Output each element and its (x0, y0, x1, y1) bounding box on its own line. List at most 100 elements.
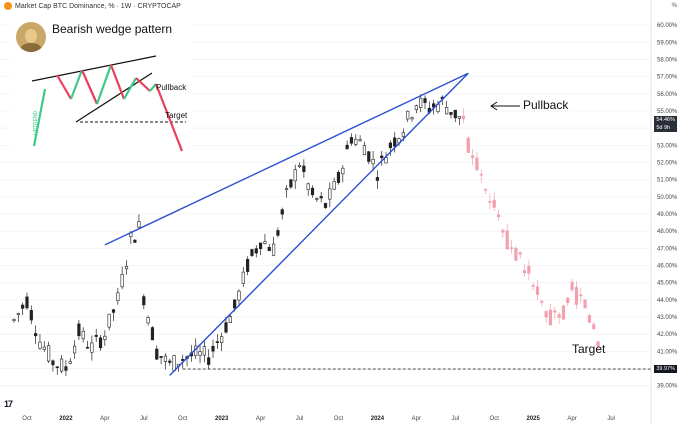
candle-body (570, 281, 574, 291)
candle-body (168, 360, 172, 363)
candle-body (579, 294, 583, 297)
candle-body (289, 179, 293, 188)
candle-body (483, 188, 488, 191)
candle-body (453, 109, 457, 119)
candle-body (432, 103, 436, 108)
candle-body (250, 249, 254, 256)
symbol-header[interactable]: Market Cap BTC Dominance, % · 1W · CRYPT… (4, 2, 181, 10)
y-tick-label: 45.00% (657, 281, 678, 287)
candle-body (224, 322, 228, 333)
candle-body (466, 137, 470, 153)
candle-body (302, 165, 306, 173)
inset-diagram: UPTREND Pullback Target (31, 55, 188, 152)
current-price-tag: 54.46% 5d 9h (654, 116, 677, 133)
candle-body (514, 247, 518, 261)
candle-body (59, 358, 64, 372)
candle-body (297, 164, 302, 168)
candle-body (522, 270, 527, 274)
wedge-lower-line (169, 72, 469, 376)
candle-body (535, 286, 540, 295)
candle-body (449, 112, 453, 115)
candle-body (172, 355, 176, 372)
candle-body (98, 337, 103, 349)
x-tick-label: Jul (140, 416, 148, 422)
candle-body (315, 198, 319, 200)
candle-body (310, 187, 315, 196)
price-axis[interactable]: 60.00%59.00%58.00%57.00%56.00%55.00%54.0… (657, 23, 678, 390)
candle-body (263, 241, 267, 244)
candle-body (116, 292, 120, 301)
candle-body (470, 155, 475, 158)
y-tick-label: 53.00% (657, 143, 678, 149)
inset-target-label: Target (165, 111, 188, 120)
y-tick-label: 44.00% (657, 298, 678, 304)
y-tick-label: 49.00% (657, 212, 678, 218)
candle-body (336, 172, 341, 183)
candle-body (150, 327, 155, 341)
candle-body (371, 158, 375, 165)
bitcoin-icon (4, 2, 12, 10)
candle-body (271, 243, 276, 256)
candle-body (276, 230, 280, 236)
candle-body (596, 341, 600, 347)
candle-body (25, 296, 29, 309)
candle-body (583, 299, 587, 309)
candle-body (280, 209, 284, 215)
inset-side-label: UPTREND (33, 110, 39, 135)
candle-body (146, 317, 150, 324)
x-tick-label: Apr (100, 416, 109, 422)
candle-body (215, 341, 219, 343)
candle-body (479, 173, 483, 176)
pullback-arrow (490, 101, 520, 111)
candle-body (475, 157, 479, 171)
candle-body (306, 183, 310, 190)
candle-body (566, 297, 570, 304)
y-tick-label: 56.00% (657, 92, 678, 98)
candle-body (211, 345, 215, 352)
candle-body (419, 97, 423, 108)
candle-body (410, 117, 414, 120)
candle-body (220, 336, 224, 343)
candle-body (241, 271, 245, 284)
x-tick-label: Oct (178, 416, 188, 422)
y-tick-label: 52.00% (657, 161, 678, 167)
pattern-inset: Bearish wedge pattern UPTREND Pullback T… (10, 18, 192, 153)
candle-body (587, 315, 592, 323)
candle-body (509, 247, 514, 249)
y-tick-label: 39.00% (657, 384, 678, 390)
candle-body (47, 345, 51, 362)
candle-body (345, 144, 349, 150)
candle-body (34, 333, 38, 337)
candle-body (561, 305, 566, 320)
wedge-upper-line (104, 72, 469, 246)
candle-body (293, 169, 297, 182)
time-axis[interactable]: Oct 2022 Apr Jul Oct 2023 Apr Jul Oct 2024 Apr Jul O… (22, 416, 615, 422)
candle-body (540, 300, 544, 303)
candle-body (332, 181, 336, 190)
candle-body (414, 105, 418, 111)
bar-countdown: 5d 9h (656, 125, 671, 132)
candles-projection (461, 108, 600, 352)
candle-body (16, 313, 20, 315)
candle-body (457, 116, 461, 119)
candle-body (233, 299, 237, 309)
y-tick-label: 50.00% (657, 195, 678, 201)
candle-body (12, 319, 16, 321)
y-tick-label: 51.00% (657, 178, 678, 184)
y-tick-label: 60.00% (657, 23, 678, 29)
candle-body (133, 239, 137, 243)
x-tick-label: Oct (22, 416, 32, 422)
candle-body (592, 324, 596, 329)
y-tick-label: 42.00% (657, 332, 678, 338)
candle-body (228, 316, 232, 323)
candle-body (544, 311, 548, 318)
tradingview-logo[interactable]: 17 (4, 399, 13, 409)
candle-body (72, 345, 77, 354)
x-tick-label: Jul (296, 416, 304, 422)
candle-body (284, 188, 289, 190)
candle-body (393, 137, 397, 147)
candle-body (51, 360, 55, 366)
candle-body (21, 304, 25, 309)
candle-body (159, 356, 163, 358)
x-tick-label: 2022 (59, 416, 73, 422)
